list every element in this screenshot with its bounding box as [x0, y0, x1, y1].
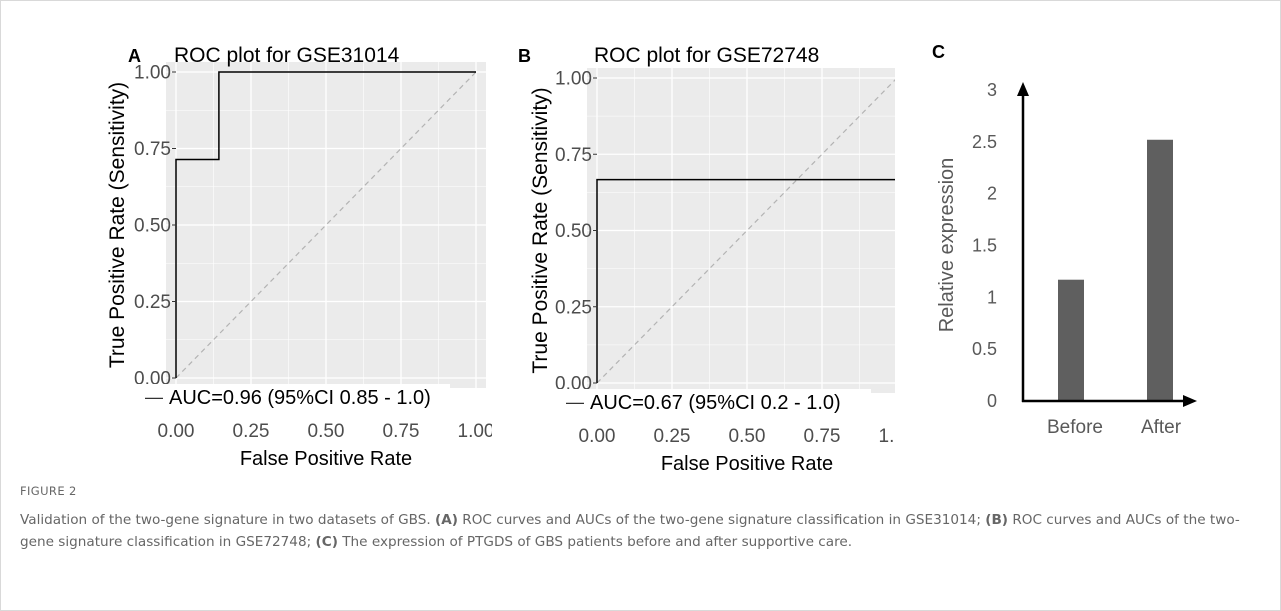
roc-a-panel-letter: A — [128, 46, 141, 66]
roc-b-xtick-label: 0.25 — [654, 426, 691, 447]
bar-c-bar — [1058, 279, 1084, 401]
figure-label: FIGURE 2 — [20, 484, 77, 498]
roc-a-annotation: AUC=0.96 (95%CI 0.85 - 1.0) — [169, 387, 431, 409]
roc-a-ytick-label: 0.50 — [134, 216, 171, 237]
bar-c-category-label: Before — [1047, 417, 1103, 438]
roc-b-xtick-label: 0.00 — [579, 426, 616, 447]
bar-c-ytick-label: 1.5 — [972, 236, 997, 256]
caption-part-b: ROC curves and AUCs of the two-gene sign… — [20, 512, 1240, 550]
roc-a-xtick-label: 0.00 — [158, 421, 195, 442]
bar-c-bar — [1147, 139, 1173, 401]
roc-a-ylabel: True Positive Rate (Sensitivity) — [106, 82, 129, 368]
figure-caption: FIGURE 2 Validation of the two-gene sign… — [20, 484, 1260, 553]
roc-b-ytick-label: 1.00 — [555, 69, 592, 90]
caption-part-c: The expression of PTGDS of GBS patients … — [337, 534, 853, 550]
roc-b-annotation: AUC=0.67 (95%CI 0.2 - 1.0) — [590, 392, 841, 414]
roc-a-ytick-label: 1.00 — [134, 63, 171, 84]
roc-a-content: 0.00 0.25 0.50 0.75 1.00 — AUC=0.96 (95%CI 0.8… — [106, 62, 495, 470]
bar-c-ytick-label: 0 — [987, 391, 997, 411]
roc-a-roc-curve — [175, 71, 476, 378]
bar-c-ylabel: Relative expression — [936, 158, 958, 333]
roc-a-title: ROC plot for GSE31014 — [174, 44, 400, 67]
bar-c-y-arrow — [1017, 82, 1029, 96]
caption-text: Validation of the two-gene signature in … — [20, 509, 1260, 553]
roc-b-xtick-label: 0.50 — [729, 426, 766, 447]
roc-b-title: ROC plot for GSE72748 — [594, 44, 819, 67]
roc-b-ytick-label: 0.25 — [555, 297, 592, 318]
bar-c-ytick-label: 1 — [987, 287, 997, 307]
roc-b: 0.00 0.25 0.50 0.75 1.00 — AUC=0.67 (95%CI 0.2… — [518, 44, 916, 475]
caption-part-a: ROC curves and AUCs of the two-gene sign… — [457, 512, 986, 528]
bar-c: C 0 0.5 1 1.5 2 2.5 3 Before After Relative expres… — [932, 42, 1197, 438]
roc-b-xlabel: False Positive Rate — [661, 453, 833, 475]
roc-b-ylabel: True Positive Rate (Sensitivity) — [529, 87, 552, 373]
figure-panels: 0.000.250.500.751.00— AUC=0.96 (95%CI 0.8… — [106, 42, 1197, 475]
roc-a-xtick-label: 1.00 — [458, 421, 495, 442]
roc-b-roc-curve — [596, 178, 895, 383]
bar-c-ytick-label: 2 — [987, 184, 997, 204]
roc-a: 0.00 0.25 0.50 0.75 1.00 — AUC=0.96 (95%CI 0.8… — [106, 44, 495, 470]
roc-b-legend-key: — — [566, 392, 584, 412]
roc-a-xtick-label: 0.75 — [383, 421, 420, 442]
bar-c-x-arrow — [1183, 395, 1197, 407]
roc-b-annotation-bg — [535, 389, 871, 417]
bar-c-ytick-label: 2.5 — [972, 132, 997, 152]
roc-a-xtick-label: 0.25 — [233, 421, 270, 442]
roc-b-xtick-label: 1.00 — [879, 426, 916, 447]
roc-b-content: 0.00 0.25 0.50 0.75 1.00 — AUC=0.67 (95%CI 0.2… — [529, 68, 916, 475]
bar-c-ytick-label: 0.5 — [972, 339, 997, 359]
roc-b-xtick-label: 0.75 — [804, 426, 841, 447]
caption-tag-b: (B) — [985, 512, 1009, 528]
caption-tag-a: (A) — [434, 512, 458, 528]
bar-c-category-label: After — [1141, 417, 1182, 438]
roc-a-annotation-bg — [114, 384, 450, 412]
roc-b-ytick-label: 0.75 — [555, 145, 592, 166]
roc-a-xlabel: False Positive Rate — [240, 448, 412, 470]
bar-c-ytick-label: 3 — [987, 80, 997, 100]
caption-intro: Validation of the two-gene signature in … — [20, 512, 435, 528]
roc-a-legend-key: — — [145, 387, 163, 407]
roc-b-ytick-label: 0.50 — [555, 221, 592, 242]
roc-a-ytick-label: 0.75 — [134, 139, 171, 160]
bar-c-panel-letter: C — [932, 42, 945, 62]
caption-tag-c: (C) — [315, 534, 338, 550]
roc-a-ytick-label: 0.25 — [134, 292, 171, 313]
roc-a-xtick-label: 0.50 — [308, 421, 345, 442]
roc-b-panel-letter: B — [518, 46, 531, 66]
